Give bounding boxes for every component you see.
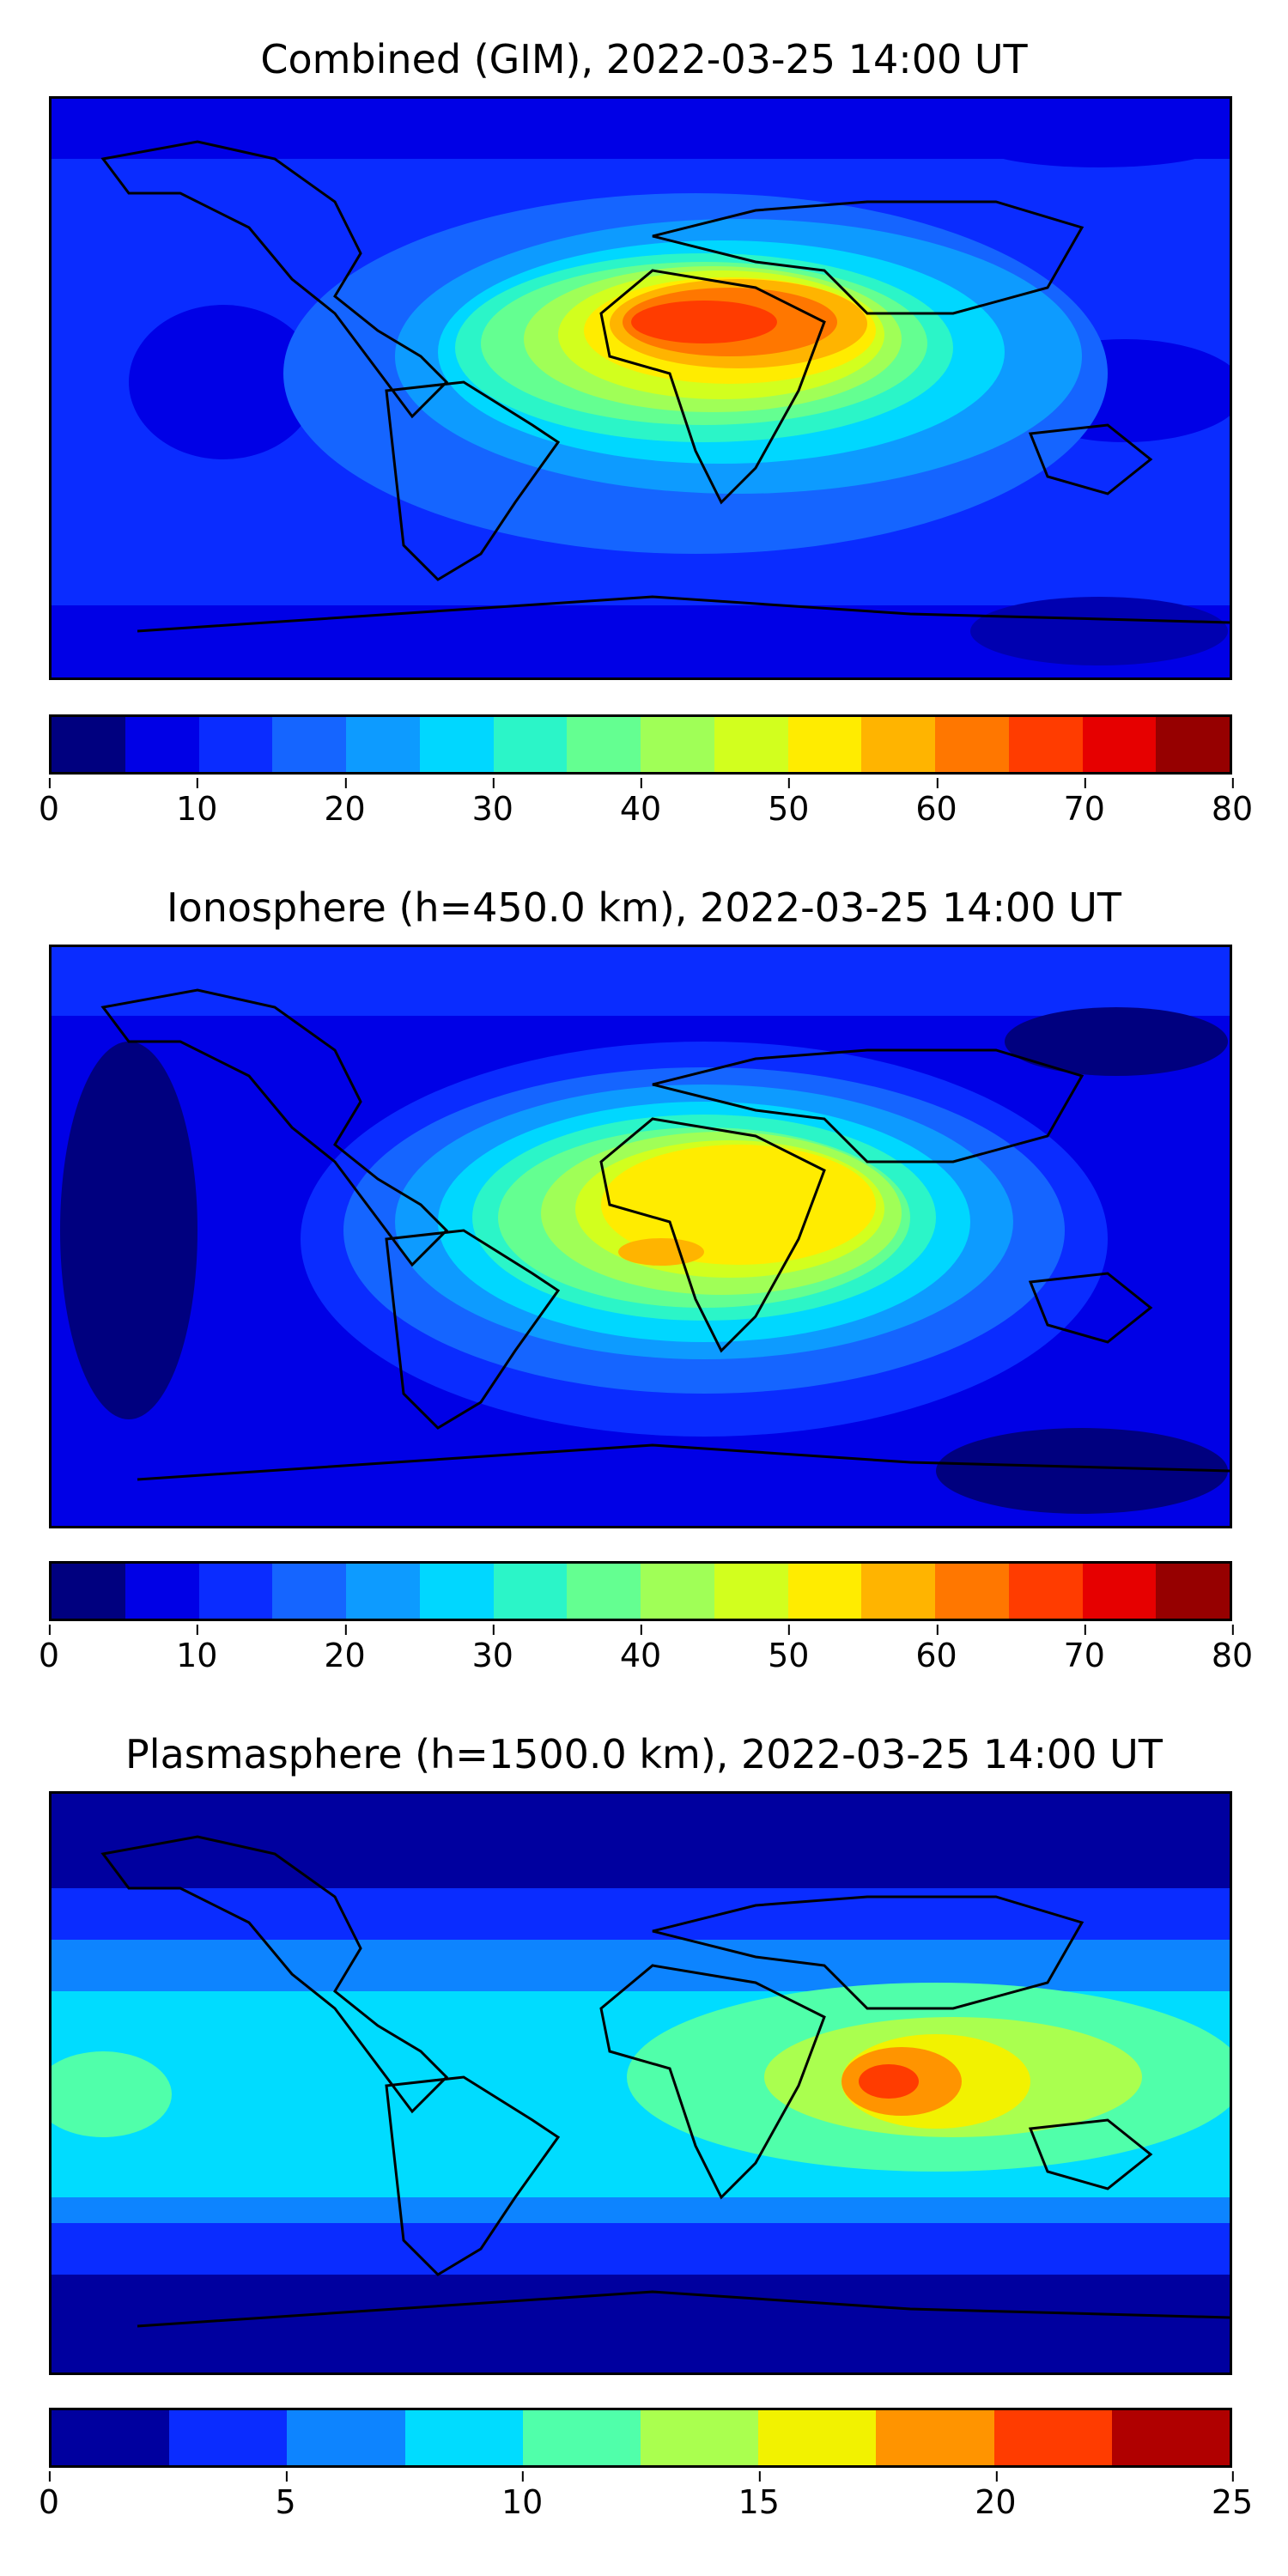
colorbar-tick-label: 30 — [471, 1625, 513, 1674]
colorbar-segment — [125, 1564, 199, 1619]
colorbar-segment — [125, 717, 199, 772]
colorbar-tick-label: 60 — [915, 778, 957, 828]
colorbar-segment — [787, 717, 862, 772]
colorbar-segment — [935, 1564, 1009, 1619]
colorbar-tick-label: 70 — [1063, 778, 1105, 828]
colorbar-segment — [1008, 1564, 1083, 1619]
colorbar-tick-label: 40 — [619, 1625, 662, 1674]
plasmasphere-map — [49, 1791, 1232, 2375]
colorbar-tick-label: 10 — [501, 2471, 544, 2521]
colorbar-segment — [419, 1564, 494, 1619]
colorbar-segment — [714, 717, 788, 772]
colorbar-segment — [169, 2410, 288, 2465]
colorbar-tick-label: 5 — [275, 2471, 296, 2521]
colorbar-tick-label: 60 — [915, 1625, 957, 1674]
colorbar-segment — [861, 717, 935, 772]
colorbar-segment — [861, 1564, 935, 1619]
colorbar — [49, 1561, 1232, 1621]
colorbar-segment — [935, 717, 1009, 772]
colorbar-segment — [198, 717, 273, 772]
colorbar — [49, 714, 1232, 775]
colorbar-segment — [493, 717, 568, 772]
colorbar-segment — [567, 717, 641, 772]
colorbar-segment — [1156, 717, 1230, 772]
colorbar-segment — [567, 1564, 641, 1619]
panel-title: Ionosphere (h=450.0 km), 2022-03-25 14:0… — [167, 884, 1121, 931]
colorbar-tick-label: 20 — [324, 778, 366, 828]
colorbar-segment — [876, 2410, 994, 2465]
colorbar-tick-label: 0 — [38, 778, 60, 828]
colorbar-segment — [993, 2410, 1112, 2465]
colorbar-segment — [1082, 717, 1157, 772]
colorbar-segment — [346, 717, 420, 772]
colorbar-segment — [198, 1564, 273, 1619]
panel-title: Plasmasphere (h=1500.0 km), 2022-03-25 1… — [125, 1731, 1163, 1777]
colorbar-segment — [272, 1564, 346, 1619]
colorbar-tick-label: 20 — [975, 2471, 1017, 2521]
colorbar-segment — [1082, 1564, 1157, 1619]
colorbar-tick-label: 25 — [1211, 2471, 1254, 2521]
colorbar-tick-label: 40 — [619, 778, 662, 828]
colorbar-segment — [346, 1564, 420, 1619]
colorbar-tick-label: 20 — [324, 1625, 366, 1674]
colorbar-segment — [641, 1564, 714, 1619]
colorbar-segment — [419, 717, 494, 772]
colorbar-tick-label: 70 — [1063, 1625, 1105, 1674]
colorbar-segment — [522, 2410, 641, 2465]
colorbar-segment — [1008, 717, 1083, 772]
colorbar-segment — [272, 717, 346, 772]
colorbar-segment — [404, 2410, 523, 2465]
colorbar-ticks: 0 10 20 30 40 50 60 70 80 — [39, 778, 1253, 841]
colorbar-segment — [641, 2410, 759, 2465]
colorbar-segment — [641, 717, 714, 772]
colorbar-segment — [287, 2410, 405, 2465]
colorbar-tick-label: 50 — [768, 1625, 810, 1674]
combined-gim-map — [49, 96, 1232, 680]
panel-title: Combined (GIM), 2022-03-25 14:00 UT — [260, 36, 1028, 82]
colorbar-ticks: 0 5 10 15 20 25 — [39, 2471, 1253, 2535]
colorbar-segment — [787, 1564, 862, 1619]
colorbar-tick-label: 50 — [768, 778, 810, 828]
colorbar-segment — [1156, 1564, 1230, 1619]
colorbar-tick-label: 80 — [1211, 1625, 1254, 1674]
colorbar-tick-label: 0 — [38, 2471, 60, 2521]
colorbar — [49, 2408, 1232, 2468]
colorbar-tick-label: 10 — [176, 1625, 218, 1674]
colorbar-segment — [714, 1564, 788, 1619]
colorbar-segment — [52, 2410, 170, 2465]
colorbar-ticks: 0 10 20 30 40 50 60 70 80 — [39, 1625, 1253, 1688]
colorbar-tick-label: 80 — [1211, 778, 1254, 828]
colorbar-tick-label: 30 — [471, 778, 513, 828]
colorbar-tick-label: 10 — [176, 778, 218, 828]
ionosphere-map — [49, 945, 1232, 1528]
colorbar-tick-label: 15 — [738, 2471, 780, 2521]
colorbar-segment — [52, 1564, 125, 1619]
colorbar-tick-label: 0 — [38, 1625, 60, 1674]
colorbar-segment — [493, 1564, 568, 1619]
colorbar-segment — [758, 2410, 877, 2465]
colorbar-segment — [52, 717, 125, 772]
colorbar-segment — [1111, 2410, 1230, 2465]
